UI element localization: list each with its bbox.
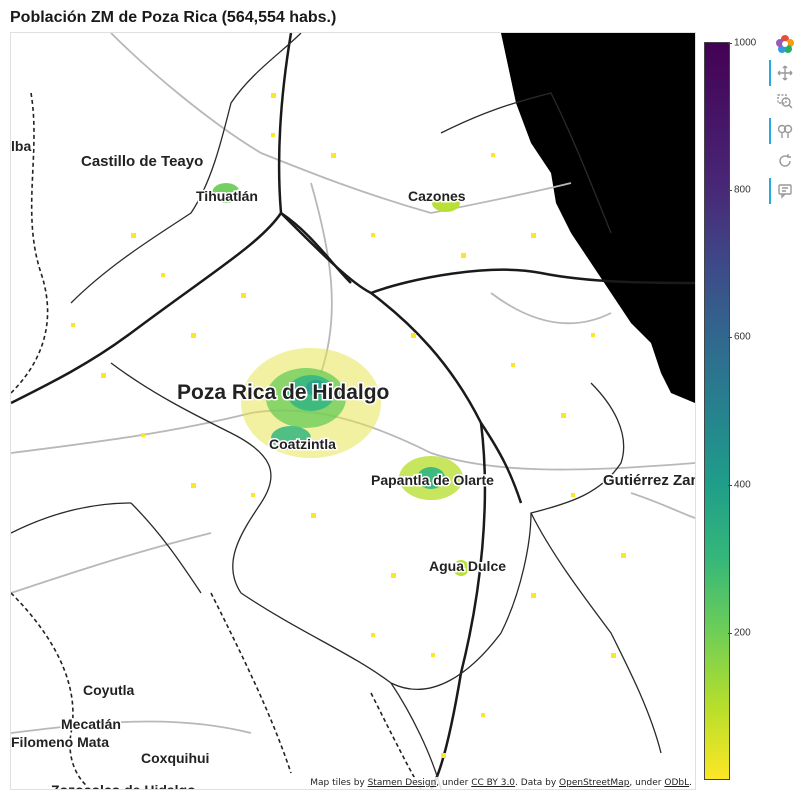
road-lines	[11, 33, 695, 734]
bokeh-logo-icon[interactable]	[774, 33, 796, 55]
label-poza-rica: Poza Rica de Hidalgo	[177, 381, 389, 404]
colorbar-tickmark	[728, 190, 732, 191]
colorbar-tick-400: 400	[734, 479, 751, 491]
colorbar-tick-600: 600	[734, 331, 751, 343]
label-tihuatlan: Tihuatlán	[196, 188, 258, 204]
colorbar-tick-1000: 1000	[734, 37, 757, 49]
attribution-text: , under	[436, 778, 472, 788]
place-labels: Castillo de Teayo Tihuatlán Cazones Poza…	[11, 137, 695, 790]
cc-by-link[interactable]: CC BY 3.0	[471, 778, 516, 788]
map-attribution: Map tiles by Stamen Design, under CC BY …	[307, 777, 695, 789]
colorbar	[704, 42, 730, 780]
attribution-text: .	[689, 778, 692, 788]
hover-tool-icon[interactable]	[769, 178, 796, 204]
colorbar-tickmark	[728, 485, 732, 486]
colorbar-tickmark	[728, 633, 732, 634]
sparse-population-dots	[71, 93, 626, 758]
label-coyutla: Coyutla	[83, 682, 135, 698]
label-mecatlan: Mecatlán	[61, 716, 121, 732]
label-coatzintla: Coatzintla	[269, 436, 336, 452]
population-density	[212, 183, 469, 576]
label-papantla: Papantla de Olarte	[371, 472, 494, 488]
map-svg: Castillo de Teayo Tihuatlán Cazones Poza…	[11, 33, 695, 789]
attribution-text: . Data by	[515, 778, 560, 788]
label-agua-dulce: Agua Dulce	[429, 558, 506, 574]
stamen-link[interactable]: Stamen Design	[367, 778, 437, 788]
colorbar-tickmark	[728, 43, 732, 44]
box-zoom-tool-icon[interactable]	[774, 91, 796, 113]
label-cazones: Cazones	[408, 188, 466, 204]
pan-tool-icon[interactable]	[769, 60, 796, 86]
colorbar-tickmark	[728, 337, 732, 338]
attribution-text: , under	[629, 778, 665, 788]
colorbar-tick-800: 800	[734, 184, 751, 196]
municipality-borders	[11, 33, 662, 789]
plot-title: Población ZM de Poza Rica (564,554 habs.…	[10, 9, 337, 26]
map-canvas[interactable]: Castillo de Teayo Tihuatlán Cazones Poza…	[10, 32, 696, 790]
sea-area	[501, 33, 695, 403]
osm-link[interactable]: OpenStreetMap	[559, 778, 630, 788]
label-lba: lba	[11, 138, 31, 154]
odbl-link[interactable]: ODbL	[664, 778, 690, 788]
label-castillo-de-teayo: Castillo de Teayo	[81, 153, 203, 170]
attribution-text: Map tiles by	[310, 778, 368, 788]
reset-tool-icon[interactable]	[774, 150, 796, 172]
label-coxquihui: Coxquihui	[141, 750, 209, 766]
highway-lines	[11, 33, 695, 789]
label-zozocolco: Zozocolco de Hidalgo	[51, 782, 196, 789]
wheel-zoom-tool-icon[interactable]	[769, 118, 796, 144]
label-gutierrez-zamora: Gutiérrez Zamora	[603, 472, 695, 489]
label-filomeno-mata: Filomeno Mata	[11, 734, 109, 750]
colorbar-tick-200: 200	[734, 627, 751, 639]
